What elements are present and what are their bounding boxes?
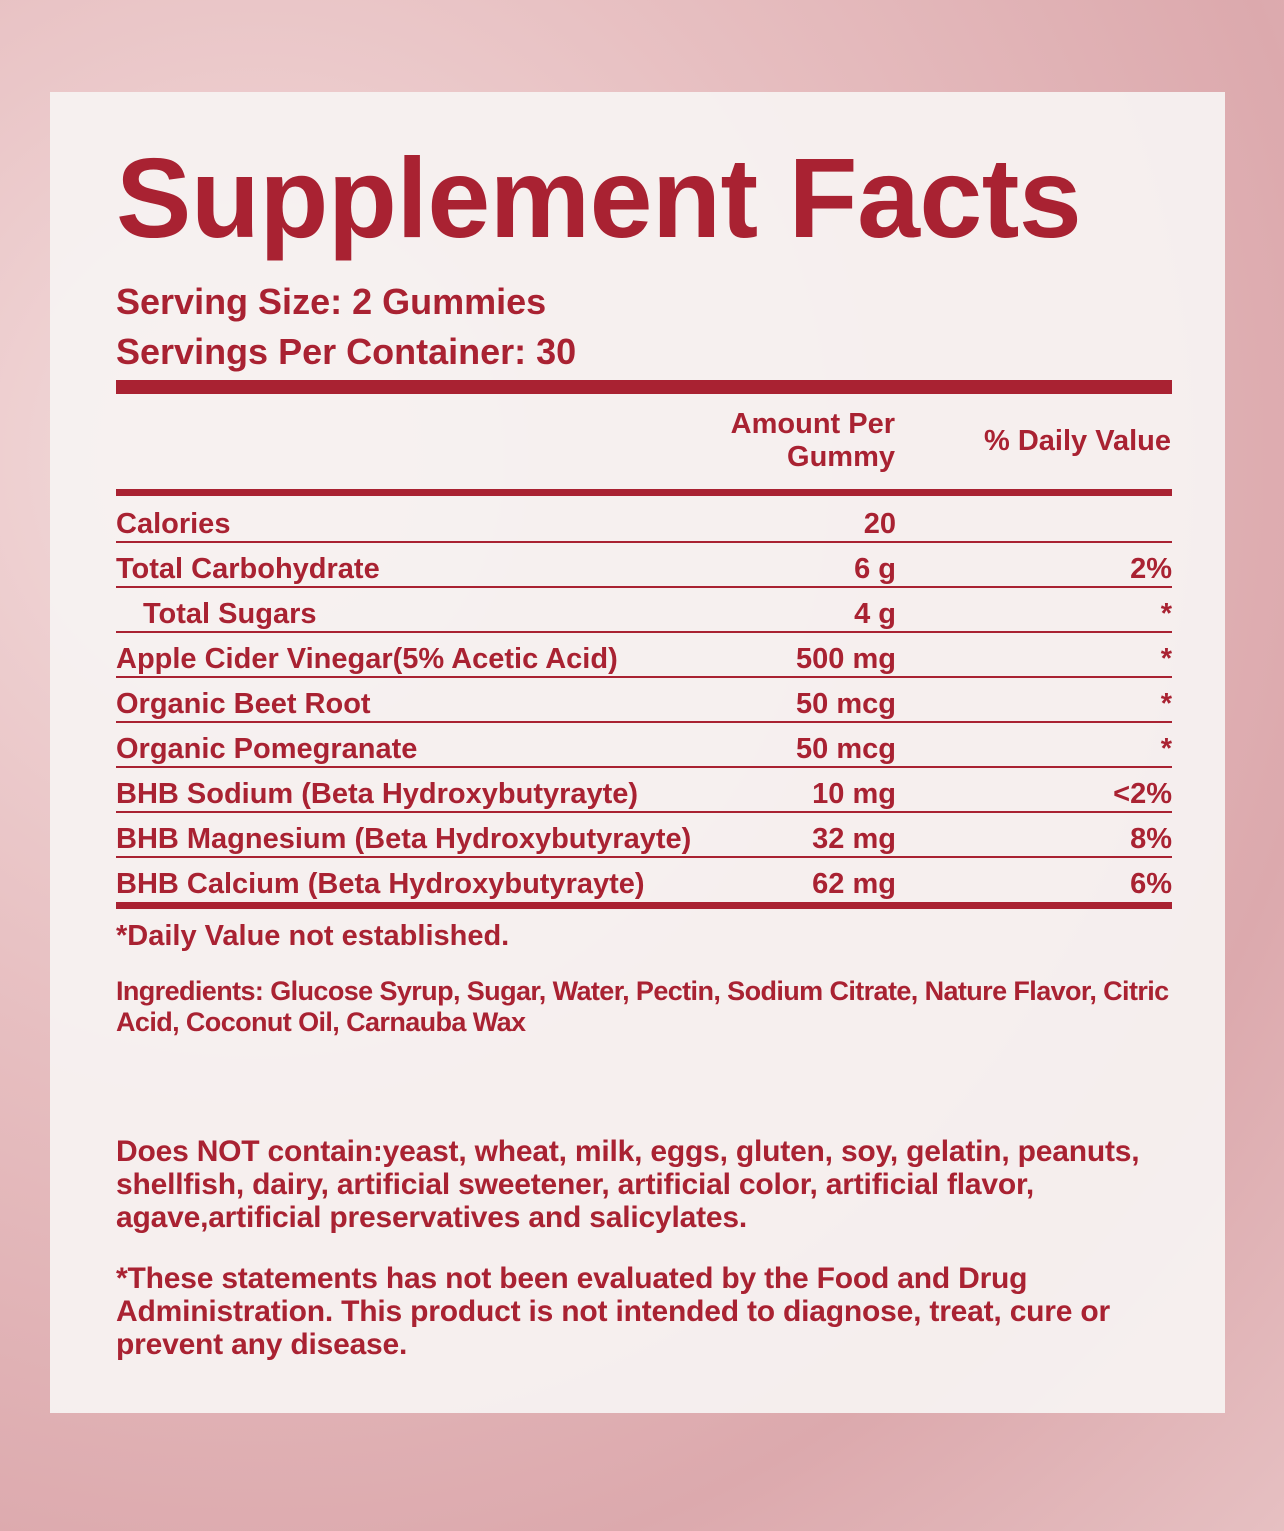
nutrient-label: Organic Beet Root xyxy=(116,688,371,720)
nutrient-amount: 500 mg xyxy=(796,643,896,675)
divider-thick xyxy=(116,380,1172,394)
table-row: Apple Cider Vinegar(5% Acetic Acid) 500 … xyxy=(116,633,1172,678)
amount-header-line2: Gummy xyxy=(787,441,895,473)
divider-header xyxy=(116,489,1172,496)
nutrient-label: Total Sugars xyxy=(143,598,317,630)
table-row: Calories 20 xyxy=(116,498,1172,543)
nutrient-daily-value: * xyxy=(1160,688,1172,720)
nutrient-daily-value: 2% xyxy=(1130,553,1172,585)
nutrient-daily-value: 8% xyxy=(1130,823,1172,855)
fda-disclaimer: *These statements has not been evaluated… xyxy=(116,1262,1110,1361)
row-divider xyxy=(116,676,1172,678)
row-divider xyxy=(116,721,1172,723)
nutrient-amount: 4 g xyxy=(854,598,896,630)
nutrient-daily-value: <2% xyxy=(1113,778,1172,810)
row-divider xyxy=(116,856,1172,858)
row-divider xyxy=(116,586,1172,588)
footnote: *Daily Value not established. xyxy=(116,920,510,952)
serving-size: Serving Size: 2 Gummies xyxy=(116,281,547,322)
table-row: BHB Magnesium (Beta Hydroxybutyrayte) 32… xyxy=(116,813,1172,858)
does-not-contain: Does NOT contain:yeast, wheat, milk, egg… xyxy=(116,1135,1140,1234)
nutrient-label: BHB Magnesium (Beta Hydroxybutyrayte) xyxy=(116,823,692,855)
nutrient-amount: 50 mcg xyxy=(796,688,896,720)
table-row: Total Sugars 4 g * xyxy=(116,588,1172,633)
divider-bottom xyxy=(116,902,1172,909)
table-row: Organic Beet Root 50 mcg * xyxy=(116,678,1172,723)
nutrient-amount: 32 mg xyxy=(812,823,896,855)
row-divider xyxy=(116,811,1172,813)
table-row: Organic Pomegranate 50 mcg * xyxy=(116,723,1172,768)
row-divider xyxy=(116,766,1172,768)
nutrient-amount: 10 mg xyxy=(812,778,896,810)
nutrient-label: BHB Calcium (Beta Hydroxybutyrayte) xyxy=(116,868,645,900)
nutrient-amount: 6 g xyxy=(854,553,896,585)
servings-per-container: Servings Per Container: 30 xyxy=(116,331,577,372)
daily-value-header: % Daily Value xyxy=(984,425,1171,457)
ingredients: Ingredients: Glucose Syrup, Sugar, Water… xyxy=(116,976,1169,1037)
table-row: Total Carbohydrate 6 g 2% xyxy=(116,543,1172,588)
amount-header-line1: Amount Per xyxy=(730,408,895,440)
nutrient-label: Organic Pomegranate xyxy=(116,733,418,765)
nutrient-amount: 50 mcg xyxy=(796,733,896,765)
table-row: BHB Sodium (Beta Hydroxybutyrayte) 10 mg… xyxy=(116,768,1172,813)
row-divider xyxy=(116,541,1172,543)
nutrient-label: Total Carbohydrate xyxy=(116,553,380,585)
nutrient-daily-value: 6% xyxy=(1130,868,1172,900)
nutrient-amount: 62 mg xyxy=(812,868,896,900)
row-divider xyxy=(116,631,1172,633)
nutrient-daily-value: * xyxy=(1160,598,1172,630)
nutrient-label: Apple Cider Vinegar(5% Acetic Acid) xyxy=(116,643,618,675)
page-title: Supplement Facts xyxy=(116,135,1082,261)
nutrient-daily-value: * xyxy=(1160,733,1172,765)
supplement-facts-panel: Supplement Facts Serving Size: 2 Gummies… xyxy=(50,92,1225,1413)
nutrient-amount: 20 xyxy=(863,508,896,540)
nutrient-daily-value: * xyxy=(1160,643,1172,675)
nutrient-label: Calories xyxy=(116,508,231,540)
nutrient-label: BHB Sodium (Beta Hydroxybutyrayte) xyxy=(116,778,639,810)
table-row: BHB Calcium (Beta Hydroxybutyrayte) 62 m… xyxy=(116,858,1172,903)
amount-header: Amount Per Gummy xyxy=(731,408,895,474)
